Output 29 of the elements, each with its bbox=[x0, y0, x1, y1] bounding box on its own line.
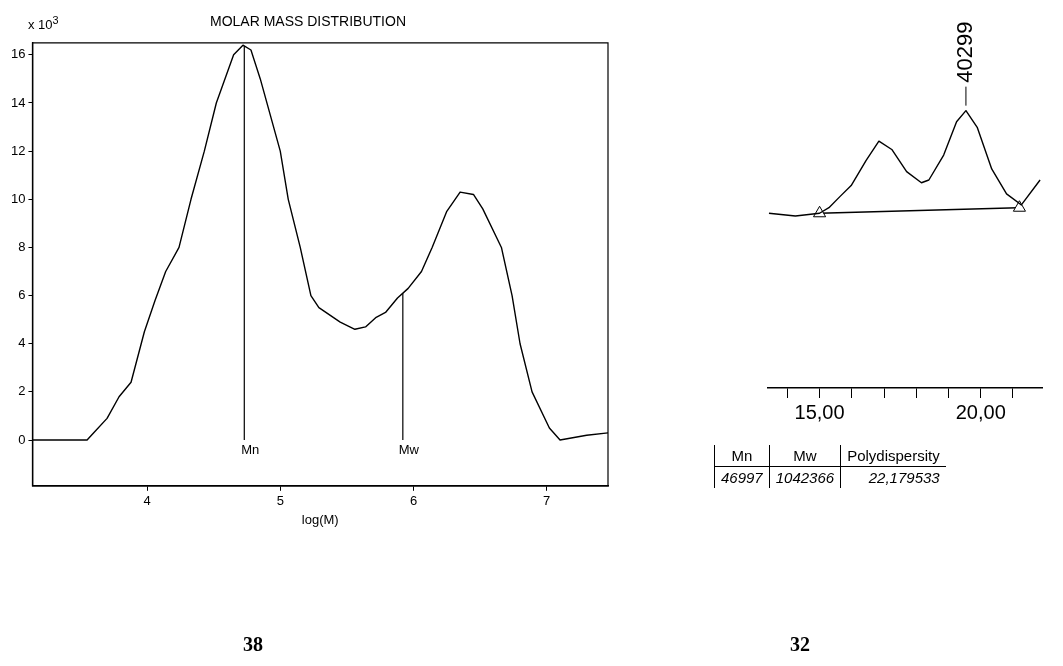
x-tick-label: 4 bbox=[143, 493, 151, 509]
y-tick-label: 4 bbox=[18, 335, 26, 351]
y-tick-label: 2 bbox=[18, 383, 26, 399]
text: 46997 bbox=[714, 466, 770, 488]
x-tick-label: 6 bbox=[409, 493, 418, 509]
text: 38 bbox=[243, 633, 263, 656]
text: Mw bbox=[769, 445, 841, 467]
y-tick-label: 14 bbox=[10, 94, 26, 110]
annotation: 40299 bbox=[951, 21, 977, 83]
text: Polydispersity bbox=[846, 446, 941, 466]
y-tick-label: 6 bbox=[18, 287, 26, 303]
text: Mn bbox=[714, 445, 770, 467]
text: 22,179533 bbox=[867, 468, 941, 488]
ref-line-label: Mn bbox=[241, 442, 260, 458]
y-tick-label: 0 bbox=[18, 431, 26, 447]
x-tick-label: 7 bbox=[543, 493, 551, 509]
text: 1042366 bbox=[769, 466, 841, 488]
y-tick-label: 10 bbox=[10, 190, 26, 206]
ref-line-label: Mw bbox=[398, 442, 420, 458]
y-tick-label: 8 bbox=[18, 239, 26, 255]
y-tick-label: 12 bbox=[10, 142, 26, 158]
x-tick-label: 15,00 bbox=[794, 400, 845, 423]
chart-title: MOLAR MASS DISTRIBUTION bbox=[209, 13, 407, 30]
text: 32 bbox=[790, 633, 810, 656]
x-tick-label: 5 bbox=[276, 493, 284, 509]
y-tick-label: 16 bbox=[10, 46, 26, 62]
x-tick-label: 20,00 bbox=[955, 400, 1006, 423]
y-axis-title: x 10$^{3}$ bbox=[28, 14, 59, 33]
x-axis-title: log(M) bbox=[301, 511, 339, 527]
